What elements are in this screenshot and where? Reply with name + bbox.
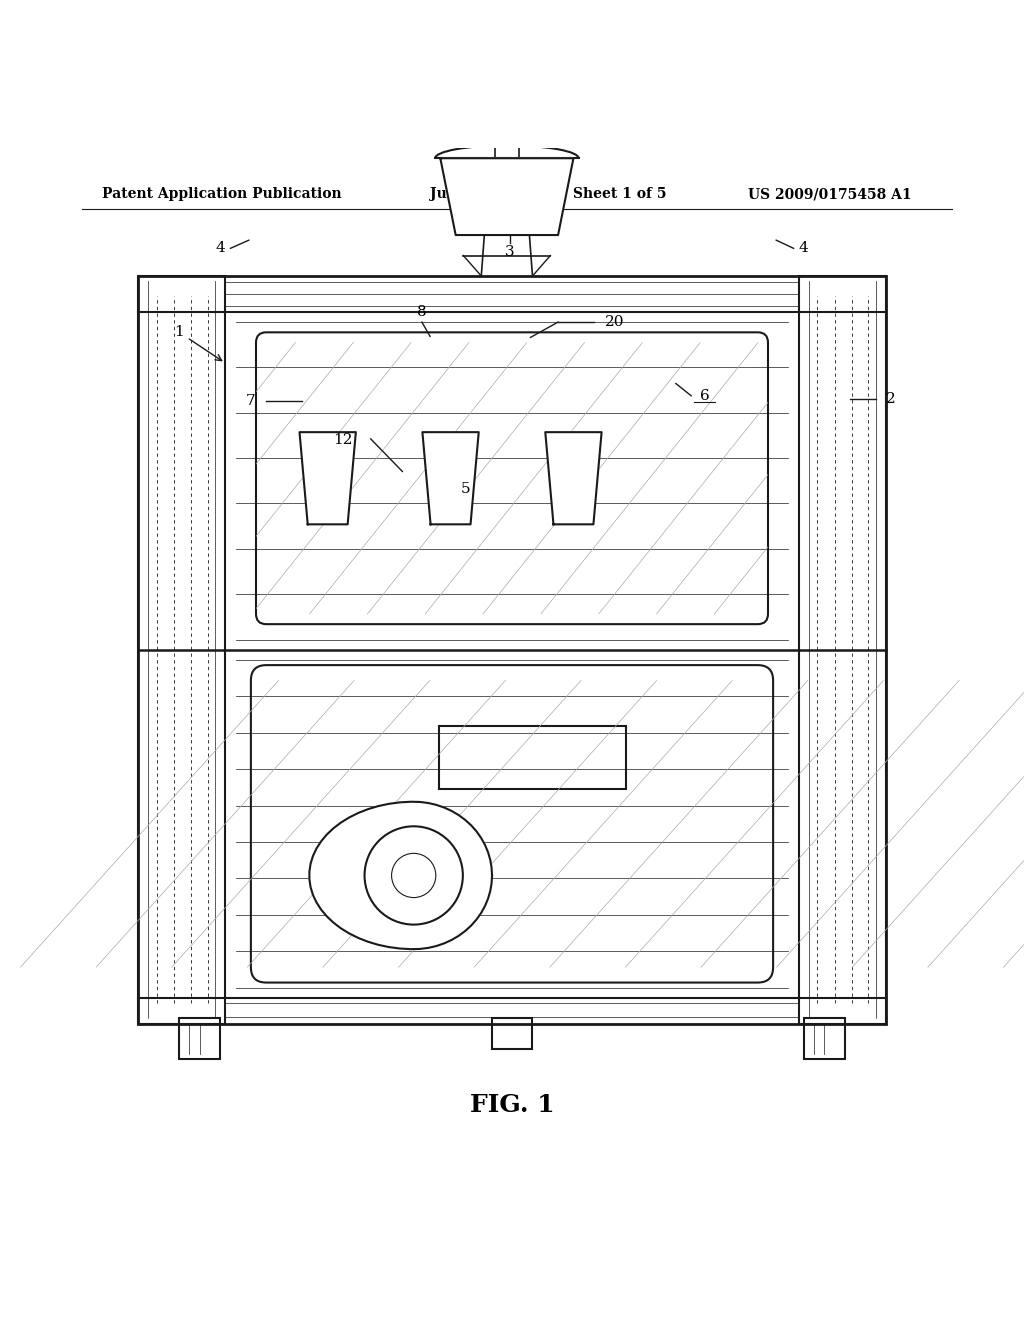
FancyBboxPatch shape bbox=[251, 665, 773, 982]
Bar bbox=[799, 276, 886, 1023]
Text: 1: 1 bbox=[174, 325, 221, 360]
Polygon shape bbox=[309, 801, 493, 949]
Polygon shape bbox=[440, 158, 573, 235]
Bar bbox=[440, 455, 461, 502]
Bar bbox=[138, 276, 225, 1023]
Text: Sheet 1 of 5: Sheet 1 of 5 bbox=[573, 187, 667, 201]
Text: 2: 2 bbox=[886, 392, 896, 405]
Circle shape bbox=[391, 853, 436, 898]
Text: 3: 3 bbox=[505, 246, 515, 260]
Polygon shape bbox=[546, 432, 602, 524]
Text: Patent Application Publication: Patent Application Publication bbox=[102, 187, 342, 201]
Text: FIG. 1: FIG. 1 bbox=[470, 1093, 554, 1118]
Text: 6: 6 bbox=[699, 389, 710, 403]
Text: 20: 20 bbox=[604, 315, 625, 329]
Text: 7: 7 bbox=[246, 393, 256, 408]
Bar bbox=[439, 726, 626, 789]
Bar bbox=[492, 1019, 532, 1048]
FancyBboxPatch shape bbox=[256, 333, 768, 624]
Text: 8: 8 bbox=[417, 305, 427, 319]
Bar bbox=[179, 1019, 220, 1060]
Circle shape bbox=[365, 826, 463, 924]
Text: Jul. 9, 2009: Jul. 9, 2009 bbox=[430, 187, 519, 201]
Text: 12: 12 bbox=[333, 433, 353, 447]
Bar bbox=[563, 455, 584, 502]
Bar bbox=[804, 1019, 845, 1060]
Text: 4: 4 bbox=[799, 242, 809, 255]
Text: 4: 4 bbox=[215, 242, 225, 255]
Text: US 2009/0175458 A1: US 2009/0175458 A1 bbox=[748, 187, 911, 201]
Bar bbox=[138, 276, 886, 1023]
Polygon shape bbox=[423, 432, 479, 524]
Bar bbox=[317, 455, 338, 502]
Text: 5: 5 bbox=[461, 482, 471, 496]
Polygon shape bbox=[299, 432, 356, 524]
